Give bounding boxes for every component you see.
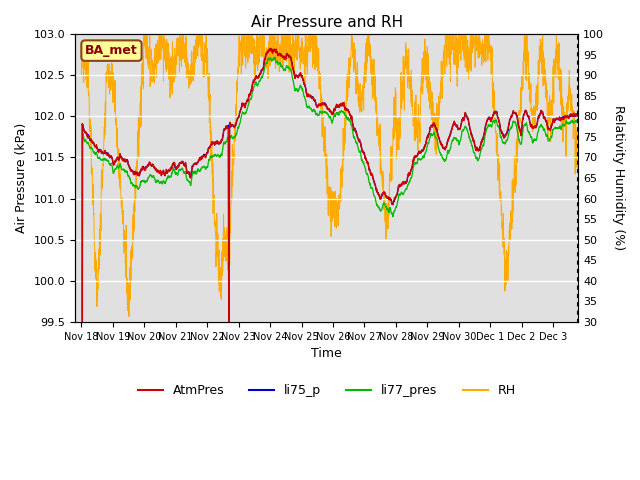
Legend: AtmPres, li75_p, li77_pres, RH: AtmPres, li75_p, li77_pres, RH (132, 379, 521, 402)
Title: Air Pressure and RH: Air Pressure and RH (251, 15, 403, 30)
Y-axis label: Air Pressure (kPa): Air Pressure (kPa) (15, 123, 28, 233)
X-axis label: Time: Time (311, 347, 342, 360)
Y-axis label: Relativity Humidity (%): Relativity Humidity (%) (612, 106, 625, 251)
Text: BA_met: BA_met (85, 44, 138, 57)
